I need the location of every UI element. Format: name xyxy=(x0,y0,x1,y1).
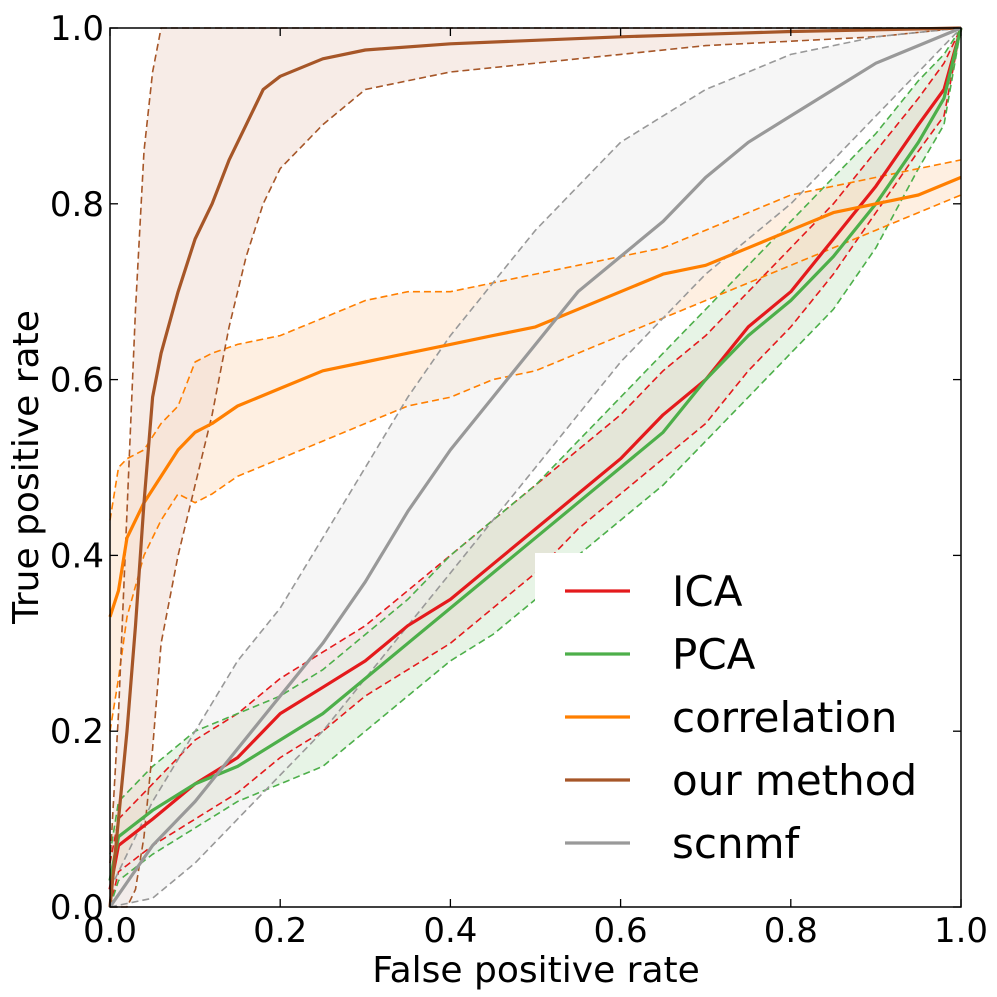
legend-label-correlation: correlation xyxy=(672,693,897,742)
legend: ICA PCA correlation our method scnmf xyxy=(535,553,960,906)
our-method-band xyxy=(110,28,961,907)
y-tick-label: 0.6 xyxy=(50,361,104,401)
y-tick-label: 0.8 xyxy=(50,185,104,225)
series-lines xyxy=(108,26,963,908)
y-tick-label: 0.0 xyxy=(50,888,104,928)
scnmf-lower-bound xyxy=(109,27,962,908)
x-tick-label: 0.8 xyxy=(764,911,818,951)
x-tick-label: 1.0 xyxy=(934,911,988,951)
correlation-upper-bound xyxy=(109,159,962,521)
y-tick-label: 1.0 xyxy=(50,9,104,49)
legend-label-our-method: our method xyxy=(672,756,917,805)
x-axis-title: False positive rate xyxy=(372,950,700,991)
legend-label-ICA: ICA xyxy=(672,567,743,616)
scnmf-upper-bound xyxy=(109,27,962,890)
axis-ticks: 0.0 0.2 0.4 0.6 0.8 1.0 0.0 0.2 0.4 0.6 0.8 1.0 xyxy=(50,9,988,951)
PCA-line xyxy=(108,27,963,881)
y-axis-title: True positive rate xyxy=(6,310,47,625)
x-tick-label: 0.0 xyxy=(83,911,137,951)
plot-frame xyxy=(109,27,962,908)
legend-label-scnmf: scnmf xyxy=(672,819,801,868)
ICA-upper-bound xyxy=(109,27,962,864)
our-method-lower-bound xyxy=(110,27,962,908)
correlation-lower-bound xyxy=(109,194,962,732)
our-method-line xyxy=(108,26,962,908)
scnmf-line xyxy=(108,26,962,908)
x-tick-label: 0.4 xyxy=(423,911,477,951)
x-tick-label: 0.2 xyxy=(253,911,307,951)
legend-label-PCA: PCA xyxy=(672,630,756,679)
y-tick-label: 0.4 xyxy=(50,536,104,576)
correlation-line xyxy=(108,175,962,618)
x-tick-label: 0.6 xyxy=(594,911,648,951)
y-tick-label: 0.2 xyxy=(50,712,104,752)
PCA-upper-bound xyxy=(109,27,962,855)
legend-background xyxy=(535,553,960,906)
